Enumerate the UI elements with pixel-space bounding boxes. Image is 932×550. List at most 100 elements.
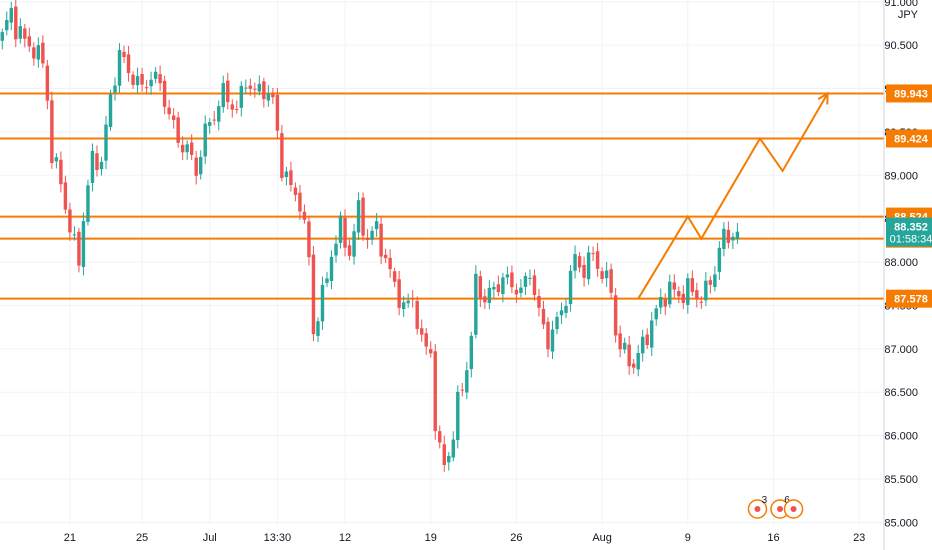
candle-body bbox=[338, 215, 343, 243]
candle-body bbox=[59, 159, 63, 185]
candle-body bbox=[27, 36, 32, 47]
candle-body bbox=[253, 88, 257, 90]
candle-body bbox=[356, 200, 361, 233]
candle-body bbox=[311, 254, 316, 335]
x-tick-label: 12 bbox=[339, 532, 351, 544]
candle-body bbox=[307, 221, 311, 258]
candle-body bbox=[636, 353, 640, 370]
x-tick-label: 9 bbox=[685, 532, 691, 544]
level-price-label: 89.943 bbox=[894, 88, 928, 100]
candle-body bbox=[573, 254, 577, 271]
candle-body bbox=[559, 310, 564, 316]
candle-body bbox=[410, 298, 415, 300]
candle-body bbox=[180, 144, 185, 153]
candle-body bbox=[613, 295, 618, 336]
currency-label: JPY bbox=[898, 9, 919, 21]
candle-body bbox=[289, 170, 293, 186]
horizontal-levels[interactable] bbox=[0, 92, 884, 300]
candle-body bbox=[230, 104, 234, 110]
candle-body bbox=[717, 247, 722, 272]
candle-body bbox=[586, 252, 591, 280]
candle-body bbox=[275, 94, 280, 131]
candle-body bbox=[50, 100, 54, 163]
candle-body bbox=[63, 182, 68, 210]
candle-body bbox=[149, 79, 153, 87]
x-tick-label: 16 bbox=[767, 532, 779, 544]
candle-body bbox=[487, 287, 492, 303]
candle-body bbox=[239, 85, 244, 108]
candle-body bbox=[122, 51, 126, 58]
candle-body bbox=[695, 290, 699, 300]
candle-body bbox=[663, 299, 667, 307]
candle-body bbox=[77, 231, 81, 266]
candle-body bbox=[135, 76, 140, 86]
candle-body bbox=[456, 391, 460, 440]
candle-body bbox=[627, 344, 631, 367]
event-count-label: 6 bbox=[784, 495, 790, 506]
candle-body bbox=[198, 156, 203, 175]
candle-body bbox=[81, 221, 86, 267]
candle-body bbox=[546, 321, 550, 350]
candle-body bbox=[153, 71, 158, 79]
candle-body bbox=[347, 245, 352, 256]
candle-body bbox=[226, 80, 230, 103]
candle-body bbox=[248, 85, 253, 89]
candle-body bbox=[564, 305, 568, 313]
price-axis[interactable]: JPY 85.00085.50086.00086.50087.00087.500… bbox=[883, 0, 919, 550]
candle-body bbox=[18, 26, 23, 39]
bar-countdown-label: 01:58:34 bbox=[890, 234, 932, 246]
y-tick-label: 85.000 bbox=[884, 517, 918, 529]
candle-body bbox=[618, 333, 622, 350]
candle-body bbox=[726, 229, 731, 243]
grid-lines bbox=[0, 0, 884, 525]
candle-body bbox=[41, 42, 45, 64]
candle-body bbox=[501, 277, 505, 295]
price-badges: 89.94389.42488.52488.27087.57888.35201:5… bbox=[886, 84, 932, 308]
x-tick-label: 19 bbox=[425, 532, 437, 544]
candlestick-series bbox=[0, 0, 740, 472]
candle-body bbox=[677, 290, 681, 297]
candle-body bbox=[325, 278, 329, 283]
x-tick-label: Aug bbox=[592, 532, 612, 544]
candle-body bbox=[406, 300, 410, 304]
candle-body bbox=[668, 281, 672, 305]
candle-body bbox=[654, 308, 658, 320]
candle-body bbox=[45, 65, 50, 101]
candle-body bbox=[194, 157, 198, 176]
projection-arrowhead bbox=[817, 91, 829, 105]
candle-body bbox=[523, 275, 528, 287]
candle-body bbox=[528, 277, 532, 279]
candle-body bbox=[591, 253, 595, 255]
candle-body bbox=[492, 286, 496, 290]
candle-body bbox=[532, 275, 537, 296]
candle-body bbox=[361, 197, 365, 236]
x-tick-label: 23 bbox=[853, 532, 865, 544]
projection-line bbox=[637, 92, 829, 300]
candle-body bbox=[415, 301, 419, 329]
candle-body bbox=[514, 289, 519, 295]
candle-body bbox=[266, 93, 271, 101]
candle-body bbox=[474, 273, 478, 335]
candle-body bbox=[217, 106, 221, 122]
y-tick-label: 90.500 bbox=[884, 40, 918, 52]
candle-body bbox=[600, 271, 604, 279]
event-marker-dot bbox=[777, 506, 784, 512]
candle-body bbox=[681, 293, 686, 303]
y-tick-label: 89.000 bbox=[884, 170, 918, 182]
current-price-label: 88.352 bbox=[894, 222, 928, 234]
projection-path[interactable] bbox=[637, 91, 829, 300]
candle-body bbox=[510, 272, 514, 288]
candle-body bbox=[460, 389, 465, 391]
candle-body bbox=[438, 431, 442, 443]
candle-body bbox=[316, 321, 320, 336]
time-axis[interactable]: 21 25 Jul 13:30 12 19 26 Aug 9 16 23 bbox=[64, 532, 866, 544]
candle-body bbox=[568, 270, 573, 305]
candle-body bbox=[401, 302, 406, 310]
candle-body bbox=[442, 444, 446, 465]
candle-body bbox=[95, 153, 99, 170]
y-tick-label: 86.500 bbox=[884, 387, 918, 399]
candle-body bbox=[690, 278, 695, 293]
candle-body bbox=[365, 237, 370, 241]
